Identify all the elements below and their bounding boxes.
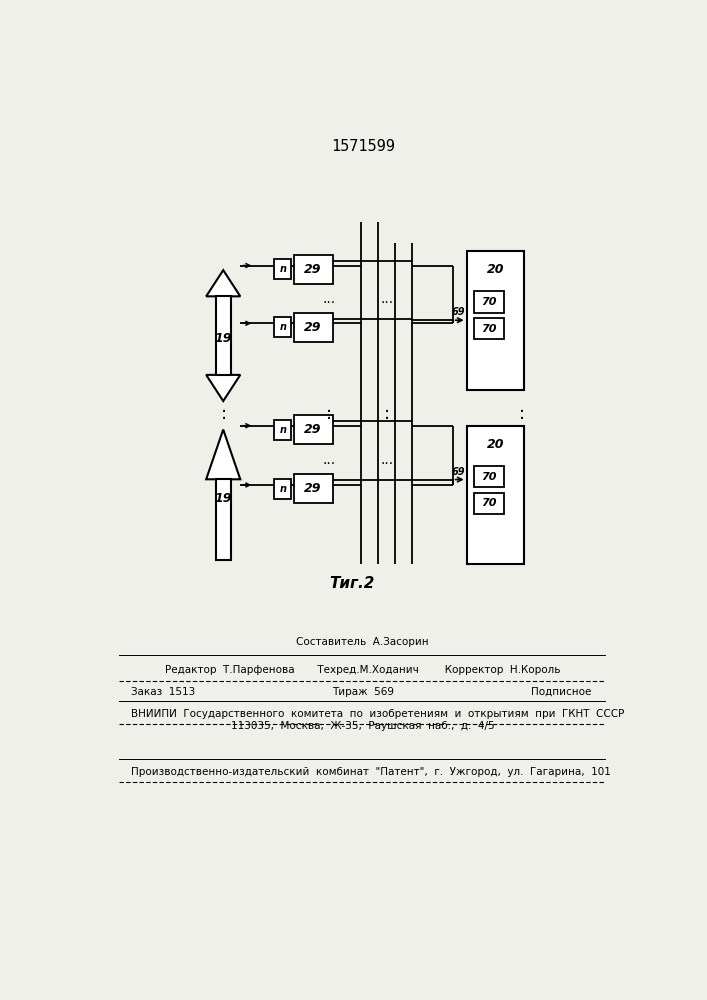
Text: Редактор  Т.Парфенова       Техред.М.Ходанич        Корректор  Н.Король: Редактор Т.Парфенова Техред.М.Ходанич Ко… — [165, 665, 561, 675]
Text: 29: 29 — [305, 482, 322, 495]
Text: :: : — [221, 405, 227, 423]
FancyBboxPatch shape — [293, 415, 332, 444]
Text: :: : — [325, 405, 332, 423]
Text: 70: 70 — [481, 297, 497, 307]
FancyBboxPatch shape — [274, 317, 291, 337]
Text: ···: ··· — [380, 457, 393, 471]
Text: ···: ··· — [380, 296, 393, 310]
Text: 70: 70 — [481, 498, 497, 508]
Polygon shape — [206, 430, 240, 479]
Text: 29: 29 — [305, 423, 322, 436]
FancyBboxPatch shape — [474, 318, 504, 339]
Text: Подписное: Подписное — [531, 687, 591, 697]
Text: n: n — [279, 484, 286, 494]
Text: 20: 20 — [486, 263, 504, 276]
FancyBboxPatch shape — [274, 259, 291, 279]
FancyBboxPatch shape — [293, 255, 332, 284]
Text: :: : — [520, 405, 525, 423]
FancyBboxPatch shape — [474, 493, 504, 514]
Text: :: : — [384, 405, 390, 423]
FancyBboxPatch shape — [293, 312, 332, 342]
FancyBboxPatch shape — [216, 296, 230, 375]
FancyBboxPatch shape — [474, 291, 504, 312]
Text: Τиг.2: Τиг.2 — [329, 576, 375, 591]
Text: 113035,  Москва,  Ж-35,  Раушская  наб.,  д.  4/5: 113035, Москва, Ж-35, Раушская наб., д. … — [231, 721, 494, 731]
Text: 29: 29 — [305, 263, 322, 276]
Text: n: n — [279, 264, 286, 274]
FancyBboxPatch shape — [274, 420, 291, 440]
Text: n: n — [279, 322, 286, 332]
Text: 1571599: 1571599 — [331, 139, 395, 154]
FancyBboxPatch shape — [467, 426, 524, 564]
Text: 70: 70 — [481, 472, 497, 482]
Text: Заказ  1513: Заказ 1513 — [131, 687, 195, 697]
Text: Составитель  А.Засорин: Составитель А.Засорин — [296, 637, 429, 647]
FancyBboxPatch shape — [474, 466, 504, 487]
Text: Тираж  569: Тираж 569 — [332, 687, 394, 697]
FancyBboxPatch shape — [274, 479, 291, 499]
Text: 69: 69 — [451, 307, 464, 317]
Polygon shape — [206, 375, 240, 401]
Text: 19: 19 — [214, 492, 232, 505]
Polygon shape — [206, 270, 240, 296]
Text: 70: 70 — [481, 324, 497, 334]
FancyBboxPatch shape — [293, 474, 332, 503]
Text: ···: ··· — [322, 296, 335, 310]
Text: ···: ··· — [322, 457, 335, 471]
Text: Производственно-издательский  комбинат  "Патент",  г.  Ужгород,  ул.  Гагарина, : Производственно-издательский комбинат "П… — [131, 767, 611, 777]
Text: 20: 20 — [486, 438, 504, 451]
Text: n: n — [279, 425, 286, 435]
Text: 19: 19 — [214, 332, 232, 345]
Text: 29: 29 — [305, 321, 322, 334]
FancyBboxPatch shape — [216, 479, 230, 560]
Text: 69: 69 — [451, 467, 464, 477]
Text: ВНИИПИ  Государственного  комитета  по  изобретениям  и  открытиям  при  ГКНТ  С: ВНИИПИ Государственного комитета по изоб… — [131, 709, 624, 719]
FancyBboxPatch shape — [467, 251, 524, 389]
